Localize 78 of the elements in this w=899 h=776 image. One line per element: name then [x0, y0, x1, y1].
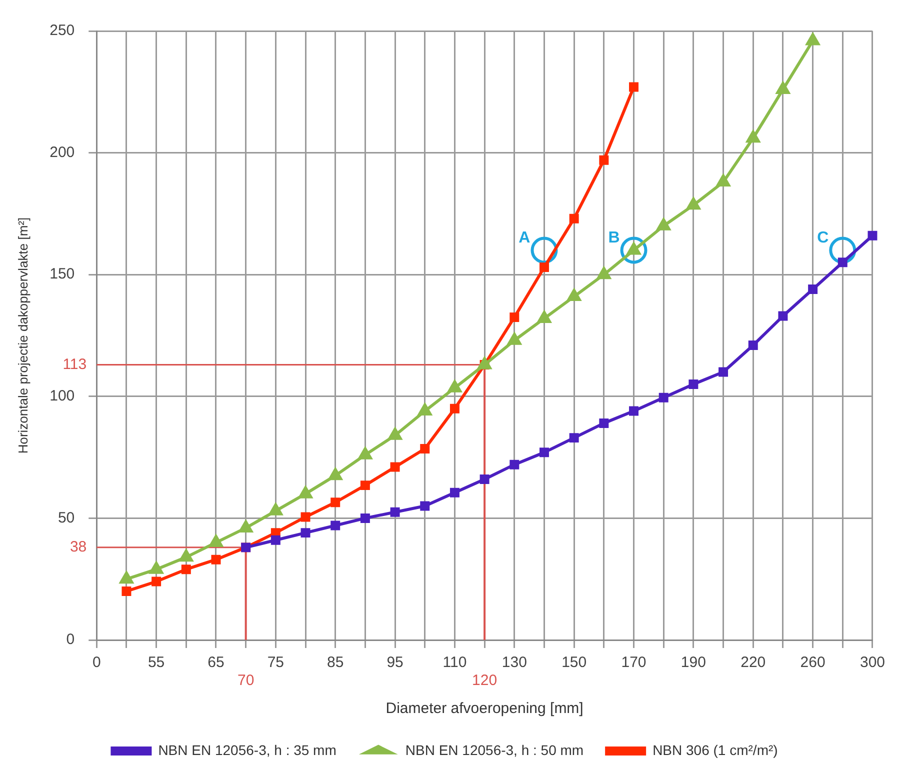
x-tick-label: 150 [562, 654, 587, 672]
annotation: C [817, 230, 830, 247]
x-tick-label: 130 [502, 654, 527, 672]
point [300, 528, 310, 538]
point [596, 266, 612, 280]
point [808, 284, 818, 294]
point [330, 498, 340, 508]
y-tick-label: 100 [50, 388, 75, 405]
point [450, 488, 460, 498]
x-tick-label: 55 [148, 654, 165, 672]
point [805, 32, 820, 46]
point [569, 214, 579, 224]
point [270, 535, 280, 545]
legend-label: NBN EN 12056-3, h : 50 mm [405, 742, 584, 758]
point [776, 80, 790, 94]
x-tick-label: 85 [327, 654, 344, 672]
point [420, 444, 430, 454]
point [746, 130, 761, 143]
x-tick-label: 300 [860, 654, 885, 672]
ref-line-label: 113 [62, 356, 87, 373]
x-tick-label: 220 [740, 654, 766, 672]
annotation: B [608, 230, 620, 247]
x-tick-label: 190 [680, 654, 706, 672]
point [360, 513, 370, 523]
point [566, 288, 582, 302]
point [688, 379, 698, 389]
point [450, 404, 460, 414]
point [620, 236, 648, 264]
y-tick-label: 200 [50, 144, 75, 161]
y-tick-label: 150 [50, 266, 75, 283]
point [868, 230, 878, 240]
y-tick-label: 250 [50, 22, 75, 40]
point [718, 367, 728, 377]
legend-label: NBN 306 (1 cm²/m²) [652, 742, 778, 758]
point [716, 174, 731, 187]
point [510, 312, 520, 322]
x-tick-label: 120 [472, 672, 498, 690]
point [629, 406, 639, 416]
point [539, 262, 549, 272]
point [181, 564, 191, 574]
point [390, 507, 400, 517]
point [539, 448, 549, 458]
point [211, 554, 221, 564]
point [360, 480, 370, 490]
x-axis-title: Diameter afvoeropening [mm] [386, 700, 584, 718]
y-tick-label: 50 [58, 509, 75, 526]
point [300, 512, 310, 522]
ref-line-label: 38 [70, 538, 87, 556]
point [152, 576, 162, 586]
point [510, 460, 520, 470]
annotation: A [518, 230, 531, 247]
point [122, 586, 132, 596]
point [480, 474, 490, 484]
point [330, 520, 340, 530]
y-axis-title: Horizontale projectie dakoppervlakte [m²] [15, 217, 30, 454]
x-tick-label: 95 [386, 654, 404, 672]
point [748, 340, 758, 350]
point [420, 501, 430, 511]
point [599, 418, 609, 428]
x-tick-label: 260 [800, 654, 826, 672]
point [569, 433, 579, 443]
x-tick-label: 70 [237, 672, 254, 690]
point [390, 462, 400, 472]
y-tick-label: 0 [66, 631, 75, 648]
point [829, 236, 856, 264]
point [658, 392, 668, 402]
point [838, 258, 848, 268]
x-tick-label: 170 [621, 654, 646, 672]
point [778, 311, 788, 321]
x-tick-label: 110 [442, 654, 467, 672]
x-tick-label: 75 [267, 654, 284, 672]
x-tick-label: 65 [208, 654, 224, 672]
legend-label: NBN EN 12056-3, h : 35 mm [158, 742, 336, 758]
point [629, 82, 639, 92]
point [656, 217, 672, 230]
x-tick-label: 0 [92, 654, 101, 672]
point [686, 196, 701, 210]
point [599, 155, 609, 165]
